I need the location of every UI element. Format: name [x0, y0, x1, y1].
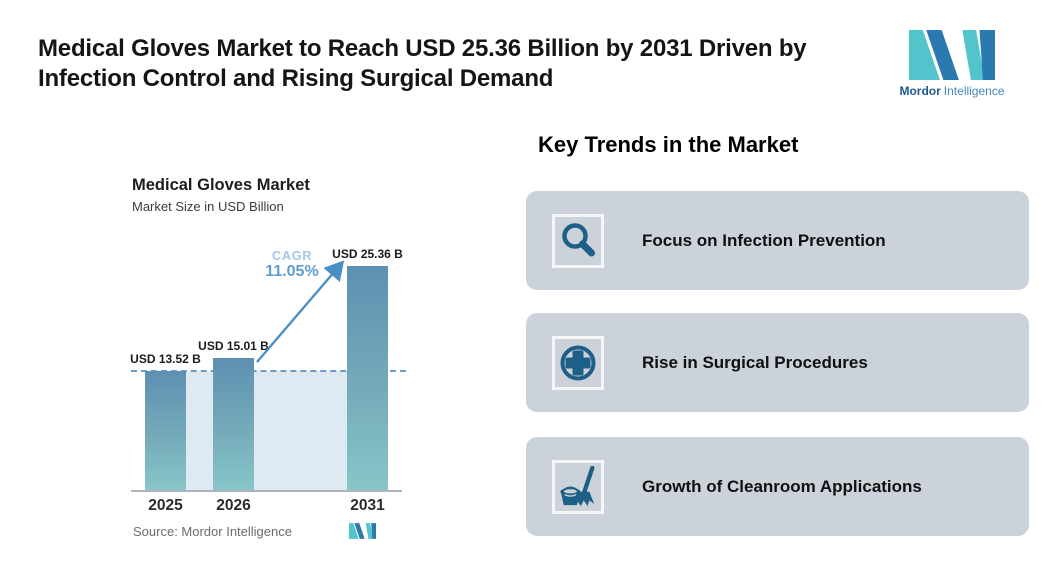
trend-card-label: Rise in Surgical Procedures	[642, 352, 868, 372]
page-title-line2: Infection Control and Rising Surgical De…	[38, 65, 554, 92]
value-label-2025: USD 13.52 B	[130, 352, 201, 366]
bar-2026	[213, 358, 254, 491]
x-axis-line	[131, 490, 402, 492]
broom-bucket-icon	[560, 465, 595, 506]
value-label-2026: USD 15.01 B	[198, 339, 269, 353]
trend-card-infection-prevention: Focus on Infection Prevention	[526, 191, 1029, 290]
mordor-logo-icon	[909, 30, 995, 80]
cagr-label: CAGR	[271, 248, 313, 263]
page-title: Medical Gloves Market to Reach USD 25.36…	[38, 34, 878, 94]
brand-name-light: Intelligence	[943, 84, 1005, 98]
chart-title: Medical Gloves Market	[132, 176, 310, 194]
bar-2025	[145, 371, 186, 491]
chart-subtitle: Market Size in USD Billion	[132, 199, 284, 214]
value-label-2031: USD 25.36 B	[332, 247, 403, 261]
trend-card-label: Growth of Cleanroom Applications	[642, 476, 922, 496]
medical-cross-icon	[560, 345, 596, 380]
brand-name-bold: Mordor	[899, 84, 941, 98]
page-title-line1: Medical Gloves Market to Reach USD 25.36…	[38, 35, 807, 62]
trend-card-label: Focus on Infection Prevention	[642, 230, 886, 250]
mordor-logo: Mordor Intelligence	[897, 30, 1007, 98]
year-label-2025: 2025	[148, 497, 183, 514]
magnifier-icon	[562, 222, 595, 256]
trend-icon-box	[552, 459, 604, 514]
mini-logo-icon	[349, 523, 376, 539]
bar-2031	[347, 266, 388, 491]
brand-name: Mordor Intelligence	[897, 84, 1007, 98]
source-note: Source: Mordor Intelligence	[133, 524, 292, 539]
dashed-baseline	[131, 370, 406, 372]
trend-card-cleanroom-applications: Growth of Cleanroom Applications	[526, 437, 1029, 536]
cagr-annotation: CAGR 11.05%	[252, 248, 332, 281]
trend-icon-box	[552, 335, 604, 390]
trend-card-surgical-procedures: Rise in Surgical Procedures	[526, 313, 1029, 412]
trends-heading: Key Trends in the Market	[538, 132, 799, 157]
cagr-value: 11.05%	[265, 263, 319, 280]
year-label-2026: 2026	[216, 497, 251, 514]
trend-icon-box	[552, 213, 604, 268]
year-label-2031: 2031	[350, 497, 385, 514]
